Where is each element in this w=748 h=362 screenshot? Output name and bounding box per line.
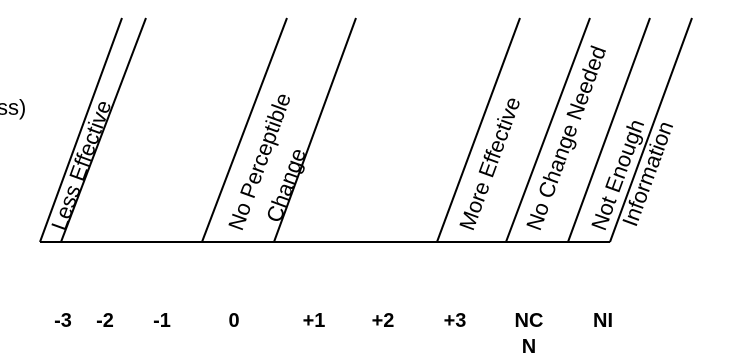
score-nc-line2: N [522, 336, 536, 358]
slant-line-6 [505, 17, 591, 243]
score-plus-3: +3 [444, 310, 467, 332]
slant-line-4 [273, 17, 357, 243]
slant-line-5 [436, 17, 521, 243]
score-plus-1: +1 [303, 310, 326, 332]
slant-line-7 [567, 17, 651, 243]
slant-line-8 [609, 17, 693, 243]
score-nc-line1: NC [515, 310, 544, 332]
truncated-label: ss) [0, 95, 26, 120]
header-less-effective: Less Effective [46, 97, 116, 234]
score-plus-2: +2 [372, 310, 395, 332]
score-minus-3: -3 [54, 310, 72, 332]
header-more-effective: More Effective [454, 93, 525, 233]
score-zero: 0 [228, 310, 239, 332]
score-minus-1: -1 [153, 310, 171, 332]
slant-line-1 [39, 17, 123, 243]
score-ni: NI [593, 310, 613, 332]
slant-line-3 [201, 17, 288, 243]
score-minus-2: -2 [96, 310, 114, 332]
slant-line-2 [60, 17, 147, 243]
